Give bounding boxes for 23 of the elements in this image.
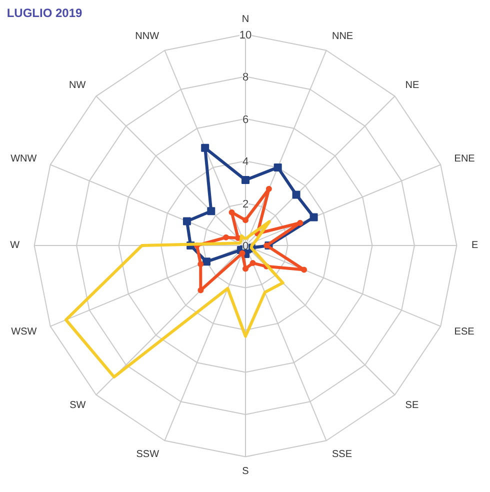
spoke-label: WNW (10, 154, 38, 165)
y-tick-label: 4 (242, 156, 249, 168)
spoke-label: SSW (136, 448, 160, 460)
spoke-label: NE (405, 80, 420, 92)
y-tick-label: 6 (242, 114, 249, 126)
y-tick-label: 2 (242, 198, 249, 210)
spoke-label: NNE (332, 31, 354, 42)
y-tick-label: 0 (242, 240, 249, 252)
y-tick-label: 8 (242, 72, 249, 84)
spoke-label: SSE (332, 448, 352, 460)
spoke-label: W (10, 240, 20, 251)
spoke-label: SE (405, 400, 419, 411)
spoke-label: SW (70, 400, 86, 411)
chart-title: LUGLIO 2019 (6, 6, 83, 20)
y-tick-label: 10 (239, 29, 252, 42)
spoke-label: E (471, 240, 478, 251)
spoke-label: ENE (454, 154, 476, 165)
spoke-label: ESE (454, 326, 475, 338)
spoke-label: NNW (135, 31, 160, 42)
spoke-label: N (242, 14, 250, 26)
spoke-label: S (242, 466, 250, 477)
spoke-label: WSW (11, 326, 38, 338)
spoke-label: NW (69, 80, 86, 92)
